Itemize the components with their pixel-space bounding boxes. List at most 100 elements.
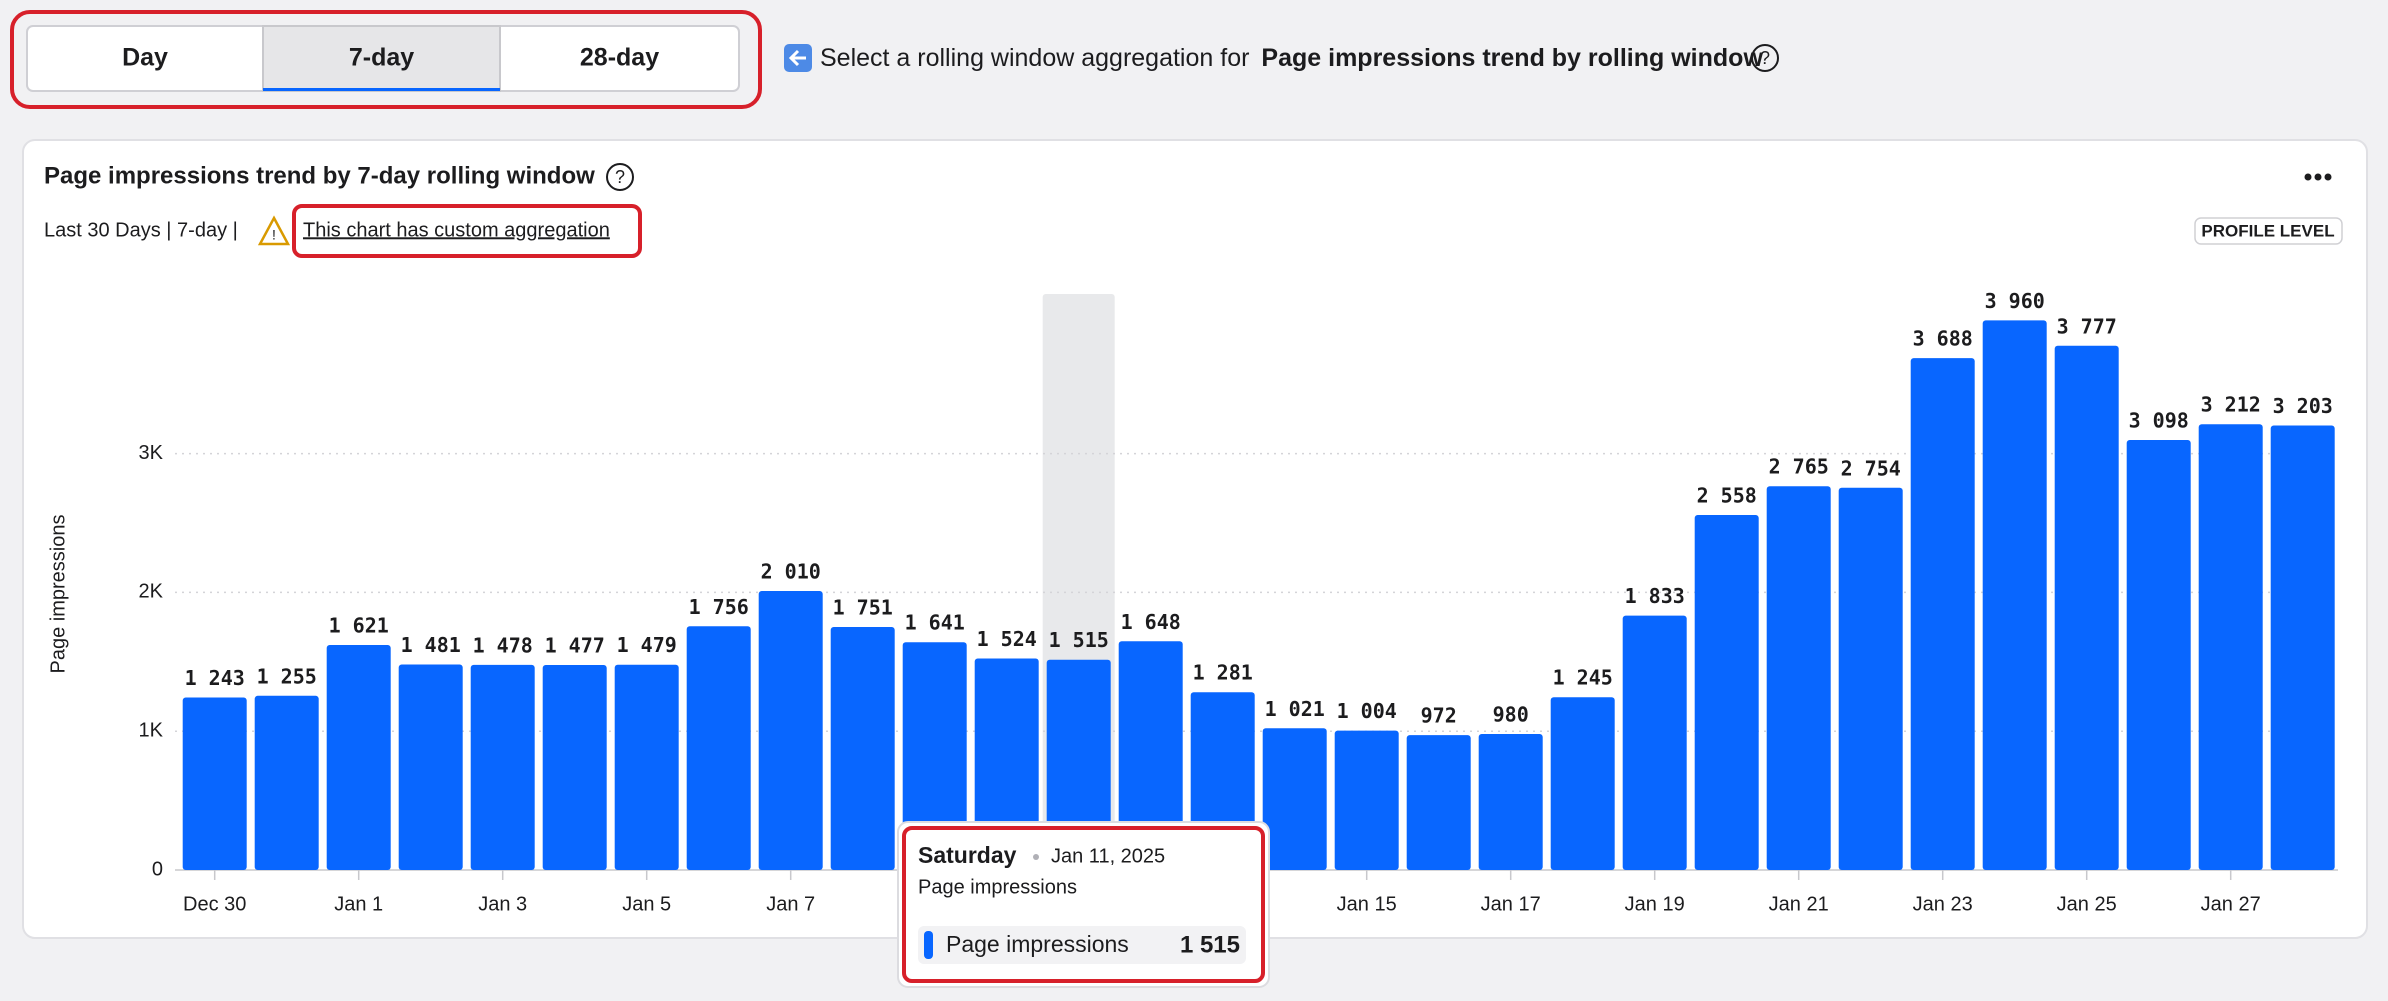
bar: [758, 591, 823, 870]
tooltip-value: 1 515: [1180, 931, 1240, 958]
bar: [470, 664, 535, 870]
x-tick-label: Jan 15: [1337, 893, 1397, 915]
value-label: 1 641: [905, 611, 965, 635]
chart-subtitle: Last 30 Days | 7-day |: [44, 219, 238, 241]
focus-outline: [902, 826, 1265, 983]
bar: [974, 658, 1039, 870]
bar: [326, 645, 391, 870]
bar: [2054, 345, 2119, 870]
x-tick-label: Jan 5: [622, 893, 671, 915]
bar: [2198, 424, 2263, 870]
value-label: 3 960: [1985, 289, 2045, 313]
help-glyph: ?: [615, 167, 625, 187]
bar: [1910, 358, 1975, 870]
tooltip-series: Page impressions: [946, 931, 1129, 957]
y-tick-label: 1K: [139, 719, 164, 741]
focus-outline: [292, 204, 642, 258]
bar: [614, 664, 679, 870]
value-label: 2 558: [1697, 483, 1757, 507]
bar: [1622, 615, 1687, 870]
help-glyph: ?: [1760, 48, 1770, 68]
bar: [1766, 486, 1831, 870]
value-label: 1 621: [329, 614, 389, 638]
help-icon[interactable]: [606, 163, 634, 191]
value-label: 1 477: [545, 633, 605, 657]
value-label: 1 481: [401, 633, 461, 657]
value-label: 3 098: [2129, 409, 2189, 433]
value-label: 2 010: [761, 560, 821, 584]
y-tick-label: 3K: [139, 442, 164, 464]
value-label: 3 777: [2057, 314, 2117, 338]
selected-underline: [263, 88, 500, 91]
toggle-button[interactable]: 28-day: [580, 44, 659, 72]
value-label: 1 648: [1121, 610, 1181, 634]
tooltip-day: Saturday: [918, 842, 1017, 868]
series-swatch: [924, 931, 933, 959]
x-tick-label: Jan 27: [2201, 893, 2261, 915]
chart-title: Page impressions trend by 7-day rolling …: [44, 162, 595, 189]
badge: [2194, 217, 2343, 245]
value-label: 1 245: [1553, 666, 1613, 690]
prompt-text: Select a rolling window aggregation for: [820, 44, 1249, 72]
value-label: 1 479: [617, 633, 677, 657]
value-label: 980: [1493, 702, 1529, 726]
x-tick-label: Dec 30: [183, 893, 246, 915]
bar: [1550, 697, 1615, 870]
value-label: 972: [1421, 704, 1457, 728]
tooltip-row: [918, 926, 1246, 964]
prompt: Select a rolling window aggregation for P…: [820, 44, 1763, 72]
bar: [1118, 641, 1183, 870]
value-label: 1 524: [977, 627, 1037, 651]
y-tick-label: 0: [152, 858, 163, 880]
bar: [902, 642, 967, 870]
badge-text: PROFILE LEVEL: [2201, 221, 2334, 240]
x-tick-label: Jan 25: [2057, 893, 2117, 915]
separator-dot: [1033, 854, 1039, 860]
prompt-bold: Page impressions trend by rolling window: [1261, 44, 1763, 72]
bar: [1838, 487, 1903, 870]
annotation-link[interactable]: This chart has custom aggregation: [303, 219, 610, 241]
value-label: 1 243: [185, 666, 245, 690]
x-tick-label: Jan 19: [1625, 893, 1685, 915]
tooltip-date: Jan 11, 2025: [1051, 845, 1165, 867]
x-tick-label: Jan 21: [1769, 893, 1829, 915]
toggle-button[interactable]: 7-day: [349, 44, 414, 72]
x-tick-label: Jan 23: [1913, 893, 1973, 915]
value-label: 1 004: [1337, 699, 1397, 723]
value-label: 3 212: [2201, 393, 2261, 417]
value-label: 3 688: [1913, 327, 1973, 351]
button-selected: [262, 25, 501, 92]
y-tick-label: 2K: [139, 581, 164, 603]
value-label: 3 203: [2273, 394, 2333, 418]
bar: [398, 664, 463, 870]
bar: [2126, 440, 2191, 870]
bar: [1478, 733, 1543, 870]
bar: [1334, 730, 1399, 870]
value-label: 1 751: [833, 595, 893, 619]
toggle-button[interactable]: Day: [122, 44, 168, 72]
value-label: 1 515: [1049, 628, 1109, 652]
more-menu[interactable]: [2304, 173, 2332, 181]
value-label: 2 765: [1769, 455, 1829, 479]
help-icon[interactable]: [1751, 44, 1779, 72]
value-label: 1 756: [689, 595, 749, 619]
bar: [1262, 728, 1327, 870]
value-label: 1 281: [1193, 661, 1253, 685]
bar: [2270, 425, 2335, 870]
bar: [1046, 659, 1111, 870]
bar: [1982, 320, 2047, 870]
bar: [830, 626, 895, 870]
y-axis-label: Page impressions: [47, 515, 69, 674]
value-label: 1 021: [1265, 697, 1325, 721]
x-tick-label: Jan 3: [478, 893, 527, 915]
focus-outline: [10, 10, 762, 109]
arrow-glyph: [788, 49, 806, 67]
x-tick-label: Jan 7: [766, 893, 815, 915]
warning-icon: [257, 215, 291, 246]
value-label: 1 833: [1625, 584, 1685, 608]
tooltip-subtitle: Page impressions: [918, 876, 1077, 898]
bar: [254, 695, 319, 870]
bar: [1406, 735, 1471, 870]
value-label: 1 255: [257, 664, 317, 688]
